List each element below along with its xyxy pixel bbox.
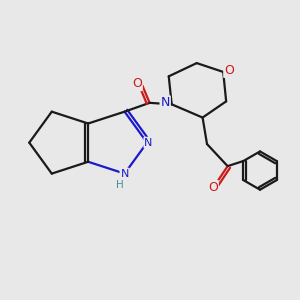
Text: O: O [208, 181, 218, 194]
Text: H: H [116, 180, 124, 190]
Text: N: N [144, 138, 153, 148]
Text: N: N [160, 96, 170, 109]
Text: N: N [120, 169, 129, 178]
Text: O: O [224, 64, 234, 77]
Text: O: O [132, 77, 142, 90]
